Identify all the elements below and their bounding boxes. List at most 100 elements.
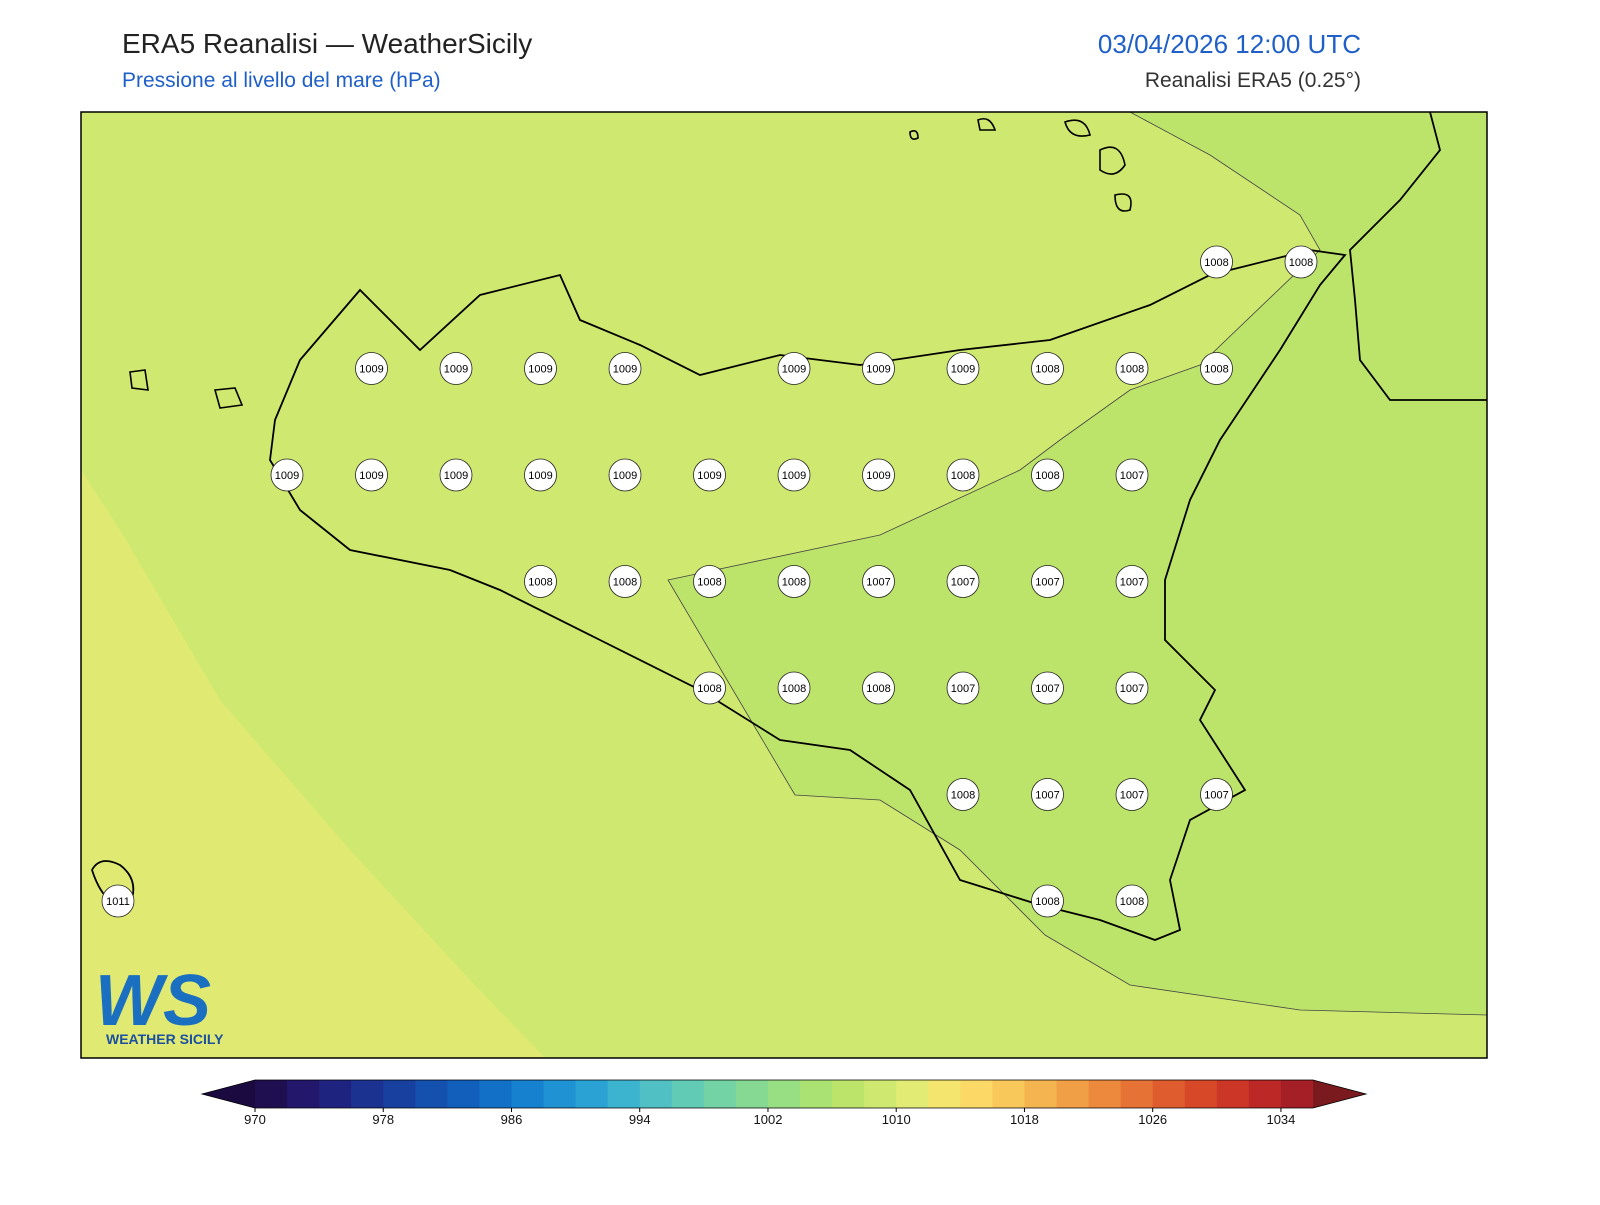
map-frame xyxy=(80,111,1488,1059)
station-value: 1007 xyxy=(1120,683,1144,695)
colorbar-segment xyxy=(1248,1080,1282,1108)
station-marker xyxy=(1115,778,1149,811)
station-value: 1009 xyxy=(359,364,383,376)
station-value: 1009 xyxy=(613,470,637,482)
coastline xyxy=(1349,111,1487,401)
station-value: 1008 xyxy=(1035,896,1059,908)
station-marker xyxy=(1284,245,1318,279)
station-value: 1008 xyxy=(1289,257,1313,269)
colorbar-segment xyxy=(543,1080,577,1108)
colorbar-tick-label: 1018 xyxy=(1010,1112,1039,1127)
colorbar-tick-label: 1034 xyxy=(1266,1112,1295,1127)
station-marker xyxy=(1200,778,1233,811)
station-value: 1008 xyxy=(1120,364,1144,376)
station-marker xyxy=(1115,458,1149,492)
station-marker xyxy=(608,565,642,598)
station-marker xyxy=(524,458,557,492)
coastline xyxy=(269,249,1347,941)
station-value: 1007 xyxy=(951,577,975,589)
station-value: 1007 xyxy=(1035,683,1059,695)
colorbar-tick-label: 1002 xyxy=(754,1112,783,1127)
station-value: 1009 xyxy=(528,470,552,482)
station-marker xyxy=(946,565,980,598)
station-value: 1007 xyxy=(1035,790,1059,802)
station-marker xyxy=(608,352,642,385)
station-marker xyxy=(777,671,811,705)
station-marker xyxy=(1115,565,1149,598)
logo-text: WEATHER SICILY xyxy=(106,1031,224,1047)
datetime: 03/04/2026 12:00 UTC xyxy=(1098,29,1361,59)
station-value: 1011 xyxy=(106,896,130,908)
station-value: 1008 xyxy=(951,470,975,482)
station-value: 1009 xyxy=(275,470,299,482)
colorbar-segment xyxy=(735,1080,769,1108)
station-value: 1009 xyxy=(528,364,552,376)
colorbar-tick-label: 970 xyxy=(244,1112,266,1127)
station-value: 1009 xyxy=(444,364,468,376)
station-marker xyxy=(439,352,473,385)
pressure-area xyxy=(81,470,545,1058)
station-value: 1008 xyxy=(782,683,806,695)
colorbar-segment xyxy=(864,1080,897,1108)
station-value: 1008 xyxy=(528,577,552,589)
station-marker xyxy=(777,565,811,598)
station-marker xyxy=(946,671,980,705)
station-marker xyxy=(946,458,980,492)
subtitle: Pressione al livello del mare (hPa) xyxy=(122,69,441,92)
colorbar-segment xyxy=(255,1080,288,1108)
pressure-area xyxy=(667,111,1488,1016)
station-value: 1007 xyxy=(1035,577,1059,589)
colorbar-segment xyxy=(671,1080,705,1108)
station-value: 1009 xyxy=(866,364,890,376)
station-marker xyxy=(1200,245,1233,279)
station-value: 1007 xyxy=(1204,790,1228,802)
station-marker xyxy=(946,352,980,385)
station-value: 1008 xyxy=(1204,364,1228,376)
station-value: 1008 xyxy=(697,577,721,589)
colorbar-segment xyxy=(639,1080,673,1108)
station-value: 1008 xyxy=(866,683,890,695)
colorbar-over xyxy=(1313,1080,1366,1108)
station-marker xyxy=(693,671,726,705)
colorbar-segment xyxy=(1280,1080,1314,1108)
colorbar-segment xyxy=(479,1080,512,1108)
logo: WS WEATHER SICILY xyxy=(95,961,224,1047)
station-marker xyxy=(1031,778,1064,811)
station-marker xyxy=(862,671,895,705)
colorbar-segment xyxy=(575,1080,609,1108)
station-marker xyxy=(862,352,895,385)
station-value: 1009 xyxy=(866,470,890,482)
colorbar-under xyxy=(202,1080,255,1108)
station-value: 1009 xyxy=(613,364,637,376)
station-value: 1007 xyxy=(951,683,975,695)
colorbar-segment xyxy=(1152,1080,1186,1108)
station-marker xyxy=(777,458,811,492)
colorbar-segment xyxy=(1184,1080,1218,1108)
colorbar-tick-label: 986 xyxy=(501,1112,523,1127)
station-marker xyxy=(524,565,557,598)
station-value: 1008 xyxy=(697,683,721,695)
station-marker xyxy=(946,778,980,811)
colorbar-segment xyxy=(351,1080,384,1108)
station-marker xyxy=(1031,352,1064,385)
colorbar-segment xyxy=(703,1080,737,1108)
station-marker xyxy=(101,884,135,918)
station-value: 1007 xyxy=(1120,470,1144,482)
colorbar-segment xyxy=(607,1080,641,1108)
colorbar-segment xyxy=(1216,1080,1250,1108)
colorbar-tick-label: 1026 xyxy=(1138,1112,1167,1127)
title: ERA5 Reanalisi — WeatherSicily xyxy=(122,28,532,59)
station-marker xyxy=(355,458,388,492)
station-marker xyxy=(1031,884,1064,918)
station-marker xyxy=(608,458,642,492)
station-marker xyxy=(693,565,726,598)
colorbar-segment xyxy=(383,1080,416,1108)
colorbar-tick-label: 994 xyxy=(629,1112,651,1127)
colorbar-segment xyxy=(767,1080,801,1108)
station-value: 1009 xyxy=(951,364,975,376)
station-marker xyxy=(1031,458,1064,492)
station-marker xyxy=(777,352,811,385)
logo-mark: WS xyxy=(95,961,211,1041)
station-value: 1008 xyxy=(1204,257,1228,269)
